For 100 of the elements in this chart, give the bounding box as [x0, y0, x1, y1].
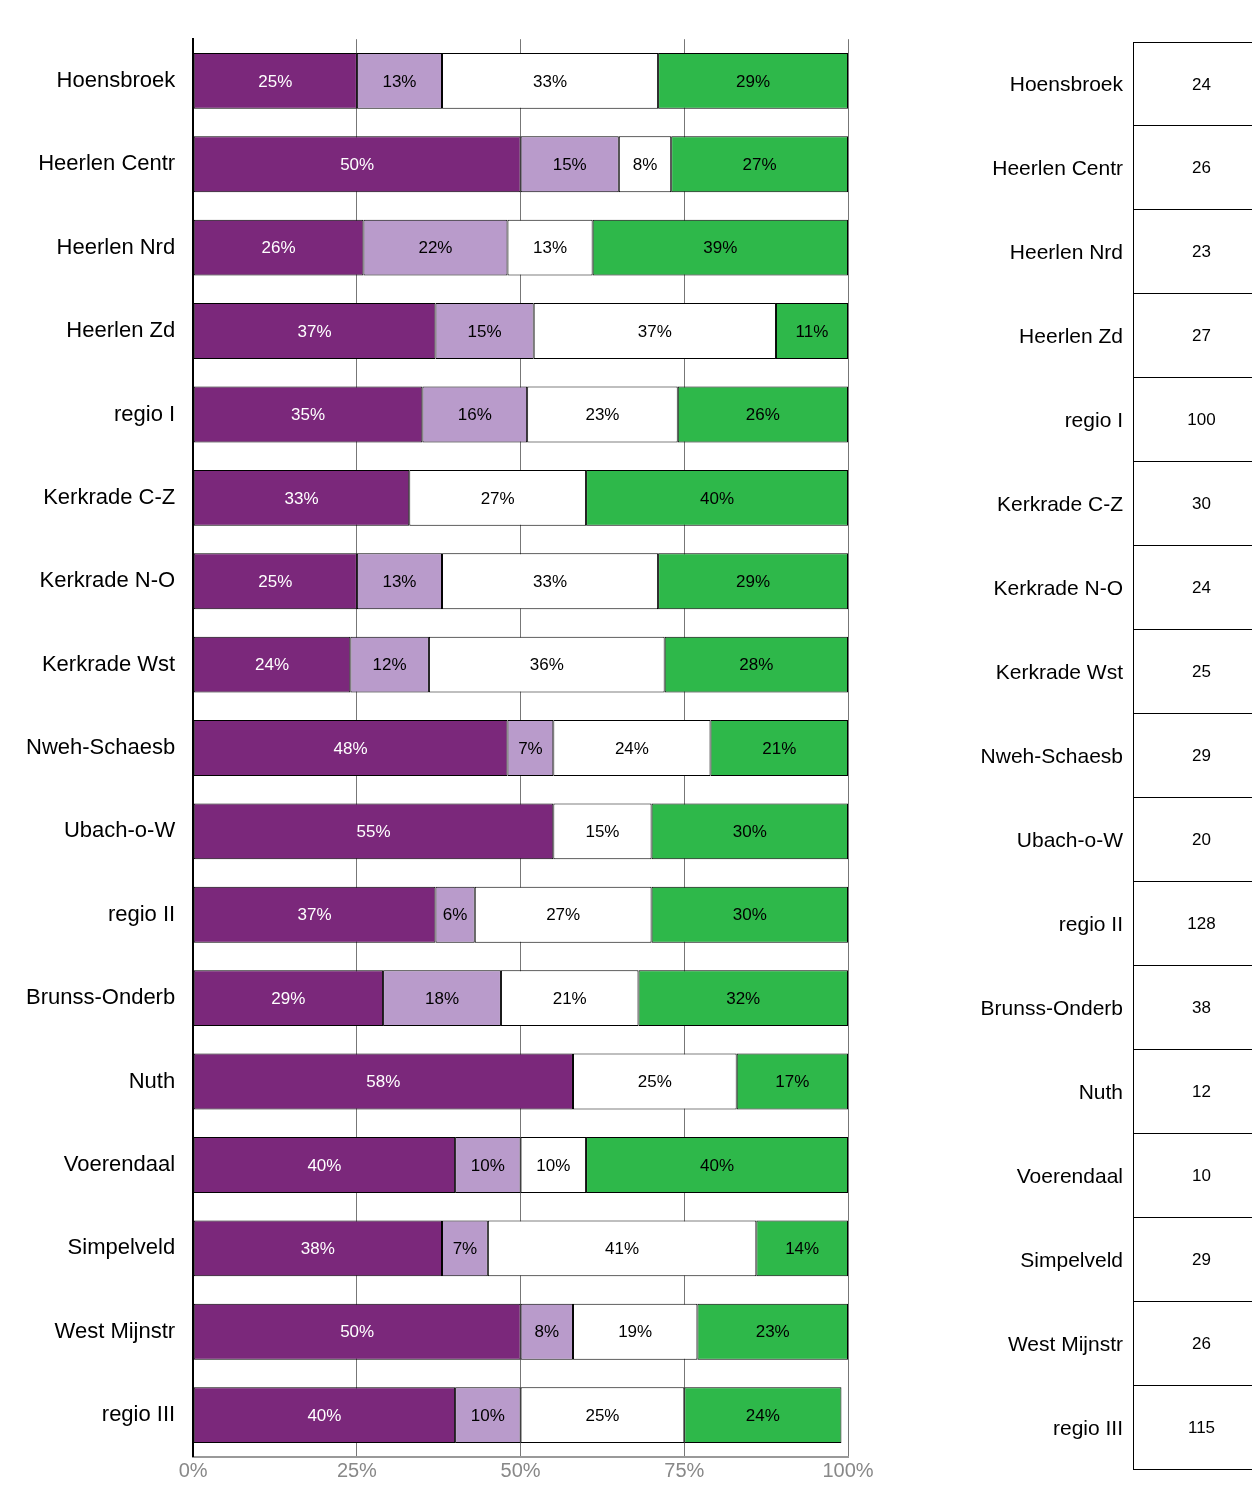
category-label: Nuth	[1077, 1079, 1124, 1105]
data-label: 115	[1186, 1417, 1217, 1439]
data-label: 29%	[736, 71, 771, 91]
data-label: 15%	[552, 154, 587, 174]
data-label: 25%	[258, 571, 293, 591]
category-label: Simpelveld	[1019, 1247, 1124, 1273]
data-label: 18%	[425, 988, 460, 1008]
data-label: 29%	[271, 988, 306, 1008]
data-label: 48%	[333, 738, 368, 758]
y-tick-label: Nuth	[128, 1067, 176, 1093]
y-tick-label: Heerlen Zd	[66, 317, 176, 343]
data-label: 37%	[297, 905, 332, 925]
category-label: Nweh-Schaesb	[979, 743, 1124, 769]
data-label: 100	[1186, 409, 1217, 431]
data-label: 30%	[732, 905, 767, 925]
y-tick-label: Hoensbroek	[56, 66, 177, 92]
data-label: 33%	[284, 488, 319, 508]
y-tick-label: Voerendaal	[63, 1151, 176, 1176]
x-tick-label: 50%	[500, 1459, 541, 1482]
data-label: 13%	[533, 238, 568, 258]
data-label: 24%	[614, 738, 649, 758]
data-label: 50%	[340, 154, 375, 174]
y-tick-label: regio III	[101, 1401, 176, 1427]
x-tick-label: 100%	[822, 1459, 874, 1482]
category-label: regio I	[1063, 407, 1124, 433]
data-label: 10%	[470, 1155, 505, 1175]
y-tick-label: Brunss-Onderb	[26, 984, 176, 1010]
data-label: 24	[1191, 577, 1212, 599]
data-label: 36%	[529, 655, 564, 675]
data-label: 23	[1191, 241, 1212, 263]
y-tick-label: Simpelveld	[67, 1234, 176, 1260]
category-label: Ubach-o-W	[1015, 827, 1124, 853]
category-label: regio II	[1057, 911, 1124, 937]
data-label: 25%	[637, 1072, 672, 1092]
data-label: 23%	[585, 405, 620, 425]
category-label: West Mijnstr	[1006, 1331, 1124, 1357]
data-label: 8%	[632, 154, 658, 174]
data-label: 40%	[307, 1155, 342, 1175]
data-label: 29	[1191, 745, 1212, 767]
data-label: 50%	[340, 1322, 375, 1342]
data-label: 20	[1191, 829, 1212, 851]
data-label: 27	[1191, 325, 1212, 347]
data-label: 55%	[356, 822, 391, 842]
data-label: 35%	[291, 405, 326, 425]
category-label: Kerkrade Wst	[994, 659, 1124, 685]
data-label: 10%	[536, 1155, 571, 1175]
category-label: Kerkrade C-Z	[995, 491, 1124, 517]
data-label: 15%	[585, 822, 620, 842]
data-label: 21%	[552, 988, 587, 1008]
y-tick-label: Nweh-Schaesb	[26, 734, 176, 760]
data-label: 12	[1191, 1081, 1212, 1103]
data-label: 29	[1191, 1249, 1212, 1271]
category-label: Hoensbroek	[1008, 71, 1124, 97]
data-label: 26	[1191, 157, 1212, 179]
data-label: 10	[1191, 1165, 1212, 1187]
data-label: 26%	[261, 238, 296, 258]
category-label: Kerkrade N-O	[992, 575, 1124, 601]
data-label: 16%	[457, 405, 492, 425]
data-label: 40%	[307, 1405, 342, 1425]
data-label: 24	[1191, 74, 1212, 96]
y-tick-label: Ubach-o-W	[63, 817, 176, 843]
category-label: Heerlen Nrd	[1008, 239, 1124, 265]
data-label: 39%	[703, 238, 738, 258]
data-label: 30%	[732, 822, 767, 842]
data-label: 32%	[726, 988, 761, 1008]
data-label: 26	[1191, 1333, 1212, 1355]
data-label: 40%	[700, 488, 735, 508]
data-label: 13%	[382, 71, 417, 91]
y-tick-label: regio II	[107, 900, 176, 926]
data-label: 11%	[795, 321, 829, 341]
data-label: 22%	[418, 238, 453, 258]
data-label: 25%	[585, 1405, 620, 1425]
data-label: 13%	[382, 571, 417, 591]
data-label: 6%	[442, 905, 468, 925]
data-label: 27%	[480, 488, 515, 508]
data-label: 21%	[762, 738, 797, 758]
category-label: Heerlen Centr	[991, 155, 1124, 181]
category-label: regio III	[1051, 1415, 1124, 1441]
category-label: Heerlen Zd	[1018, 323, 1124, 349]
data-label: 25%	[258, 71, 293, 91]
x-tick-label: 75%	[664, 1459, 705, 1482]
y-tick-label: Kerkrade N-O	[39, 567, 176, 593]
data-label: 12%	[372, 655, 407, 675]
data-label: 37%	[637, 321, 672, 341]
data-label: 17%	[775, 1072, 810, 1092]
data-label: 38%	[300, 1239, 335, 1259]
data-label: 24%	[255, 655, 290, 675]
y-tick-label: Kerkrade C-Z	[43, 483, 176, 509]
data-label: 33%	[533, 571, 568, 591]
data-label: 38	[1191, 997, 1212, 1019]
data-label: 15%	[467, 321, 502, 341]
data-label: 27%	[742, 154, 777, 174]
data-label: 128	[1186, 913, 1217, 935]
category-label: Brunss-Onderb	[979, 995, 1124, 1021]
y-tick-label: Kerkrade Wst	[41, 650, 176, 676]
data-label: 8%	[534, 1322, 560, 1342]
data-label: 29%	[736, 571, 771, 591]
data-label: 23%	[755, 1322, 790, 1342]
y-tick-label: Heerlen Centr	[38, 150, 176, 176]
data-label: 41%	[605, 1239, 640, 1259]
